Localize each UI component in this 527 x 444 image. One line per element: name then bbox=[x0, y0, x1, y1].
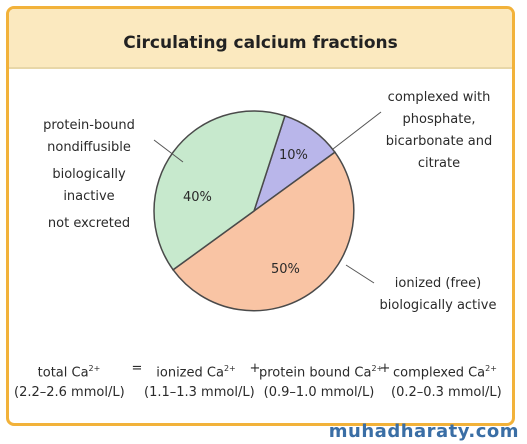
annotation-protein-line: protein-bound bbox=[43, 118, 135, 133]
equation-ionized: ionized Ca2+ (1.1–1.3 mmol/L) bbox=[144, 359, 255, 403]
equation-total-label: total Ca bbox=[37, 365, 89, 381]
annotation-protein-line: nondiffusible bbox=[47, 140, 131, 155]
equation-protein-range: (0.9–1.0 mmol/L) bbox=[263, 385, 375, 401]
charge-superscript: 2+ bbox=[485, 364, 497, 373]
equation-complexed-label: complexed Ca bbox=[393, 365, 486, 381]
annotation-protein: protein-bound nondiffusible biologically… bbox=[16, 115, 162, 235]
leader-line-complexed bbox=[332, 111, 382, 150]
annotation-protein-line: not excreted bbox=[47, 216, 131, 231]
annotation-ionized: ionized (free) biologically active bbox=[370, 273, 506, 317]
charge-superscript: 2+ bbox=[88, 364, 101, 373]
annotation-complexed-line: complexed with bbox=[387, 90, 491, 105]
annotation-protein-line: inactive bbox=[63, 189, 115, 204]
title-bar: Circulating calcium fractions bbox=[9, 9, 512, 69]
pie-slice-ionized bbox=[172, 151, 355, 312]
annotation-complexed: complexed with phosphate, bicarbonate an… bbox=[376, 87, 502, 175]
watermark: muhadharaty.com bbox=[328, 421, 519, 442]
plus-sign: + bbox=[379, 361, 391, 376]
equation-complexed: complexed Ca2+ (0.2–0.3 mmol/L) bbox=[391, 359, 502, 403]
annotation-complexed-line: citrate bbox=[417, 156, 461, 171]
annotation-ionized-line: ionized (free) bbox=[394, 276, 482, 291]
equation-ionized-label: ionized Ca bbox=[156, 365, 224, 381]
equation-ionized-range: (1.1–1.3 mmol/L) bbox=[144, 385, 255, 401]
charge-superscript: 2+ bbox=[371, 364, 384, 373]
leader-line-protein bbox=[153, 139, 184, 163]
charge-superscript: 2+ bbox=[223, 364, 236, 373]
equation-protein: protein bound Ca2+ (0.9–1.0 mmol/L) bbox=[259, 359, 383, 403]
annotation-protein-line: biologically bbox=[52, 167, 126, 182]
annotation-complexed-line: bicarbonate and bbox=[385, 134, 493, 149]
slice-label-complexed: 10% bbox=[279, 148, 308, 163]
slice-label-ionized: 50% bbox=[271, 262, 300, 277]
plus-sign: + bbox=[249, 361, 261, 376]
pie-slice-protein-bound bbox=[153, 110, 286, 271]
chart-title: Circulating calcium fractions bbox=[123, 33, 398, 53]
equation-protein-label: protein bound Ca bbox=[259, 365, 372, 381]
annotation-ionized-line: biologically active bbox=[379, 298, 497, 313]
equation-complexed-range: (0.2–0.3 mmol/L) bbox=[391, 385, 502, 401]
leader-line-ionized bbox=[345, 264, 375, 284]
equation-total-range: (2.2–2.6 mmol/L) bbox=[14, 385, 125, 401]
annotation-complexed-line: phosphate, bbox=[402, 112, 476, 127]
equation-total: total Ca2+ (2.2–2.6 mmol/L) bbox=[14, 359, 125, 403]
slice-label-protein: 40% bbox=[183, 190, 212, 205]
equals-sign: = bbox=[131, 361, 143, 376]
